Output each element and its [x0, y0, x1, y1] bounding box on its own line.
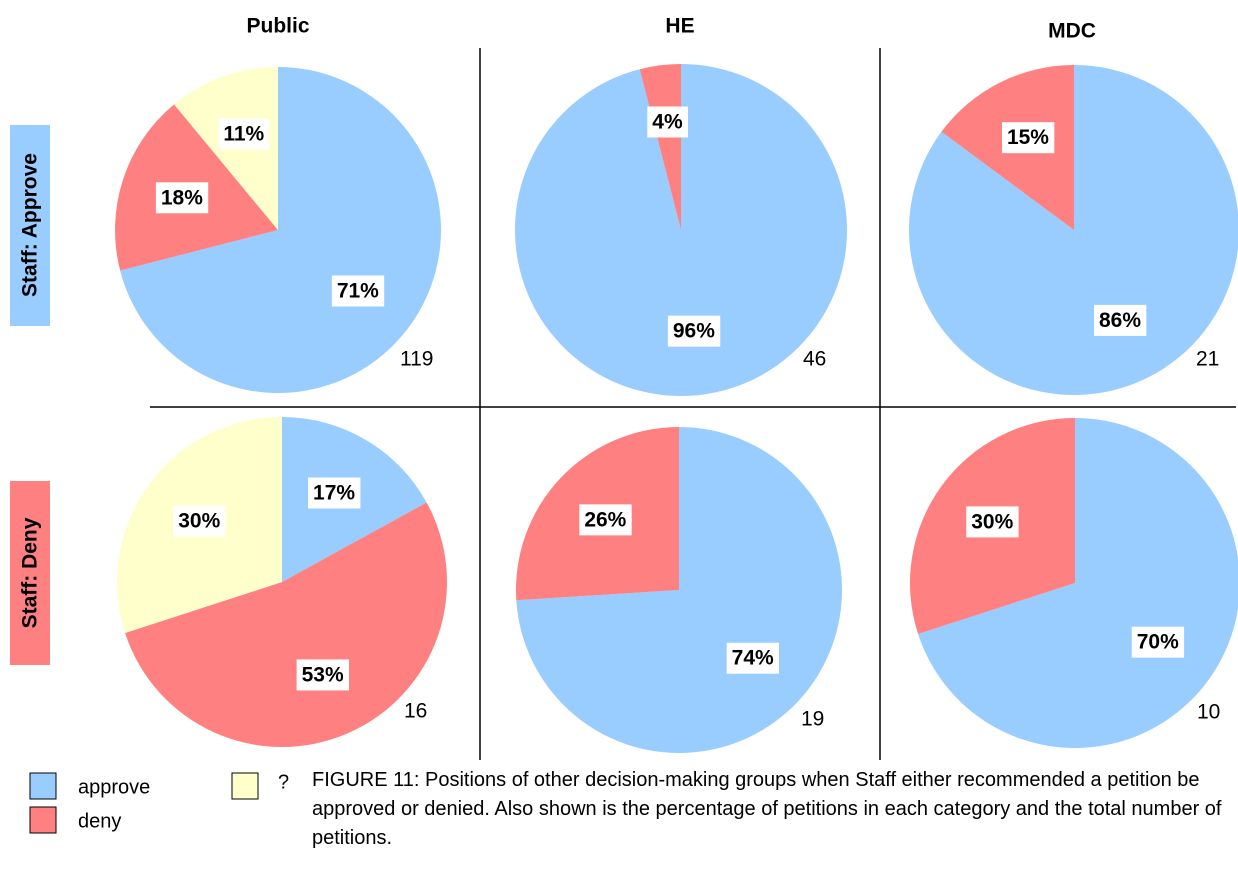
legend-label: deny [78, 810, 121, 832]
value-label-box [173, 505, 226, 537]
pie-slice [120, 67, 441, 393]
value-label-box [155, 182, 209, 214]
value-label-box [331, 275, 385, 307]
value-label: 30% [971, 510, 1013, 533]
legend-label: approve [78, 776, 150, 798]
caption: FIGURE 11: Positions of other decision-m… [312, 769, 1222, 849]
column-label: HE [665, 15, 694, 38]
legend-label: ? [278, 771, 289, 793]
value-label: 11% [223, 122, 264, 145]
row-label: Staff: Deny [19, 517, 42, 628]
value-label-box [218, 118, 270, 150]
count-label: 119 [400, 348, 433, 371]
value-label-box [579, 504, 632, 536]
count-label: 19 [801, 708, 824, 731]
value-label: 18% [161, 186, 203, 209]
legend-swatch [29, 772, 57, 800]
pie-slice [125, 502, 447, 747]
column-label: MDC [1048, 20, 1096, 43]
value-label-box [1131, 626, 1185, 658]
count-label: 21 [1196, 348, 1219, 371]
count-label: 10 [1197, 701, 1220, 724]
pie-slice [918, 418, 1238, 748]
value-label-box [296, 659, 349, 691]
value-label: 17% [313, 481, 355, 504]
value-label-box [1001, 122, 1055, 154]
count-label: 16 [404, 700, 427, 723]
value-label: 96% [673, 320, 715, 343]
value-label-box [647, 106, 688, 138]
value-label: 53% [302, 663, 344, 686]
value-label: 30% [178, 509, 220, 532]
legend-swatch [29, 806, 57, 834]
row-label-box [10, 481, 50, 665]
count-label: 46 [803, 348, 826, 371]
row-label-box [10, 125, 50, 326]
column-label: Public [246, 15, 309, 38]
pie-slice [514, 64, 847, 396]
value-label-box [966, 506, 1019, 538]
value-label: 15% [1007, 126, 1049, 149]
pie-slice [639, 64, 681, 230]
value-label-box [308, 477, 361, 509]
value-label-box [1094, 304, 1147, 336]
value-label: 71% [337, 279, 379, 302]
value-label: 74% [732, 647, 774, 670]
row-label: Staff: Approve [19, 153, 42, 297]
value-label: 26% [584, 508, 626, 531]
pie-slice [909, 65, 1238, 395]
value-label: 4% [652, 110, 683, 133]
value-label: 86% [1099, 309, 1141, 332]
value-label: 70% [1137, 631, 1179, 654]
value-label-box [667, 315, 721, 347]
value-label-box [726, 642, 780, 674]
legend-swatch [231, 772, 259, 800]
